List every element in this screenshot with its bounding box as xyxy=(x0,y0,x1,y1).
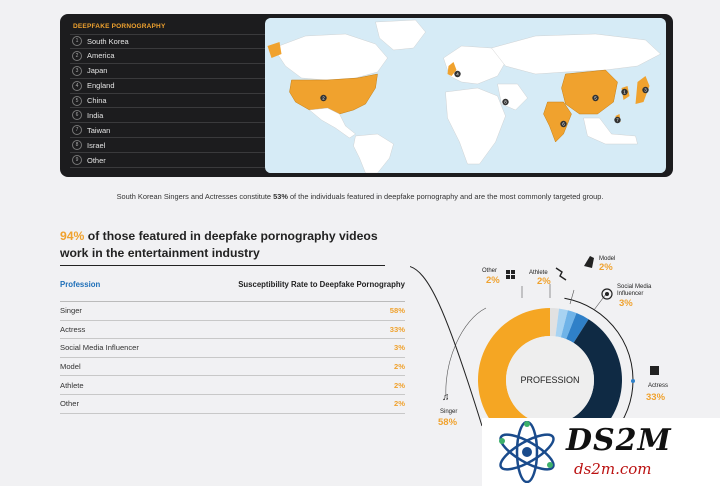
country-name: Taiwan xyxy=(87,125,111,135)
country-name: Israel xyxy=(87,140,106,150)
headline-highlight: 94% xyxy=(60,229,85,243)
table-row: Social Media Influencer 3% xyxy=(60,339,405,358)
rank-badge: 1 xyxy=(72,36,82,47)
svg-text:4: 4 xyxy=(456,72,459,77)
profession-name: Actress xyxy=(60,324,86,334)
svg-text:Influencer: Influencer xyxy=(617,291,643,297)
svg-text:Other: Other xyxy=(482,268,497,274)
rank-badge: 7 xyxy=(72,125,82,136)
panel-title: DEEPFAKE PORNOGRAPHY xyxy=(73,23,166,30)
svg-text:7: 7 xyxy=(616,118,619,123)
caption-after: of the individuals featured in deepfake … xyxy=(287,192,604,201)
rank-badge: 2 xyxy=(72,50,82,61)
table-header: Profession Susceptibility Rate to Deepfa… xyxy=(60,280,405,302)
profession-name: Athlete xyxy=(60,380,84,390)
profession-name: Model xyxy=(60,362,81,372)
svg-text:Athlete: Athlete xyxy=(529,270,548,276)
rank-badge: 8 xyxy=(72,140,82,151)
headline: 94% of those featured in deepfake pornog… xyxy=(60,228,380,262)
svg-text:6: 6 xyxy=(562,122,565,127)
headline-divider xyxy=(60,265,385,266)
profession-rate: 2% xyxy=(394,380,405,390)
svg-text:33%: 33% xyxy=(646,392,666,403)
svg-text:2%: 2% xyxy=(537,276,551,287)
watermark-main: DS2M xyxy=(566,423,672,458)
watermark-sub: ds2m.com xyxy=(574,460,652,478)
svg-text:Social Media: Social Media xyxy=(617,284,652,290)
caption-bold: 53% xyxy=(273,192,288,201)
country-name: America xyxy=(87,51,115,61)
svg-text:2%: 2% xyxy=(599,262,613,273)
svg-text:2: 2 xyxy=(322,96,325,101)
profession-name: Social Media Influencer xyxy=(60,343,139,353)
label-model: Model 2% xyxy=(584,256,615,273)
label-social: Social Media Influencer 3% xyxy=(601,284,652,309)
world-map: 2 4 8 5 6 1 3 7 xyxy=(265,18,666,173)
svg-text:Model: Model xyxy=(599,256,615,262)
watermark: DS2M ds2m.com xyxy=(482,418,720,486)
profession-donut: PROFESSION Other 2% Athlete 2% Model 2% … xyxy=(410,250,720,486)
donut-chart: PROFESSION Other 2% Athlete 2% Model 2% … xyxy=(410,256,668,464)
profession-name: Singer xyxy=(60,306,82,316)
world-map-svg: 2 4 8 5 6 1 3 7 xyxy=(265,18,666,173)
svg-text:1: 1 xyxy=(623,90,626,95)
donut-slice-actress xyxy=(571,319,622,444)
table-row: Actress 33% xyxy=(60,321,405,340)
country-name: India xyxy=(87,110,104,120)
donut-slice-model xyxy=(560,310,577,340)
headline-rest: of those featured in deepfake pornograph… xyxy=(60,229,378,260)
label-singer: ♫ Singer 58% xyxy=(438,392,458,428)
caption: South Korean Singers and Actresses const… xyxy=(0,192,720,201)
svg-text:58%: 58% xyxy=(438,417,458,428)
table-row: Other 2% xyxy=(60,395,405,414)
profession-rate: 58% xyxy=(389,306,405,316)
profession-rate: 3% xyxy=(394,343,405,353)
profession-name: Other xyxy=(60,399,79,409)
profession-rate: 2% xyxy=(394,399,405,409)
rank-badge: 9 xyxy=(72,155,82,166)
svg-text:Actress: Actress xyxy=(648,383,668,389)
rank-badge: 6 xyxy=(72,110,82,121)
country-name: England xyxy=(87,81,115,91)
donut-slice-other xyxy=(550,308,560,337)
country-name: South Korea xyxy=(87,36,129,46)
rank-badge: 3 xyxy=(72,65,82,76)
atom-logo xyxy=(499,421,555,483)
rank-badge: 4 xyxy=(72,80,82,91)
col-profession: Profession xyxy=(60,280,101,289)
donut-hole xyxy=(506,336,594,424)
country-name: China xyxy=(87,96,107,105)
label-other: Other 2% xyxy=(482,268,515,286)
country-name: Other xyxy=(87,155,106,165)
svg-text:Singer: Singer xyxy=(440,409,457,415)
label-athlete: Athlete 2% xyxy=(529,267,567,287)
country-name: Japan xyxy=(87,66,108,76)
profession-rate: 2% xyxy=(394,362,405,372)
svg-text:5: 5 xyxy=(594,96,597,101)
col-rate: Susceptibility Rate to Deepfake Pornogra… xyxy=(238,280,405,289)
caption-before: South Korean Singers and Actresses const… xyxy=(116,192,274,201)
svg-text:2%: 2% xyxy=(486,275,500,286)
table-row: Athlete 2% xyxy=(60,376,405,395)
profession-table: Profession Susceptibility Rate to Deepfa… xyxy=(60,280,405,414)
profession-rate: 33% xyxy=(389,324,405,334)
donut-slice-athlete xyxy=(555,308,568,338)
table-row: Model 2% xyxy=(60,358,405,377)
donut-slice-social xyxy=(566,313,589,343)
label-actress: Actress 33% xyxy=(646,366,668,403)
donut-center-label: PROFESSION xyxy=(520,375,579,385)
table-row: Singer 58% xyxy=(60,302,405,321)
rank-badge: 5 xyxy=(72,95,82,106)
svg-text:♫: ♫ xyxy=(442,392,450,403)
svg-text:8: 8 xyxy=(504,100,507,105)
donut-slice-singer xyxy=(478,308,585,452)
svg-text:3%: 3% xyxy=(619,298,633,309)
svg-text:3: 3 xyxy=(644,88,647,93)
